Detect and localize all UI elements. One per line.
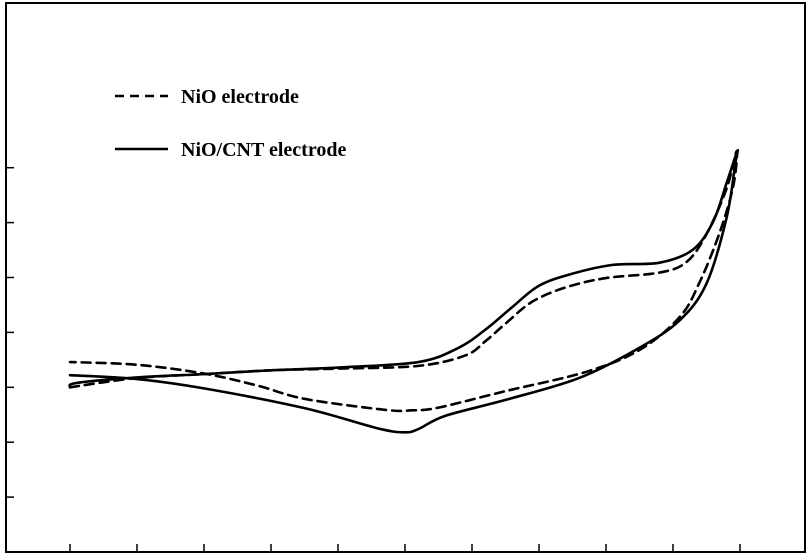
legend: NiO electrode NiO/CNT electrode (115, 86, 346, 161)
axis-ticks (6, 166, 741, 552)
legend-label-nio-cnt: NiO/CNT electrode (181, 139, 346, 161)
legend-label-nio: NiO electrode (181, 86, 299, 108)
plot-frame (5, 2, 806, 553)
series-line-nio-cnt (68, 148, 740, 434)
series-lines (68, 148, 740, 434)
